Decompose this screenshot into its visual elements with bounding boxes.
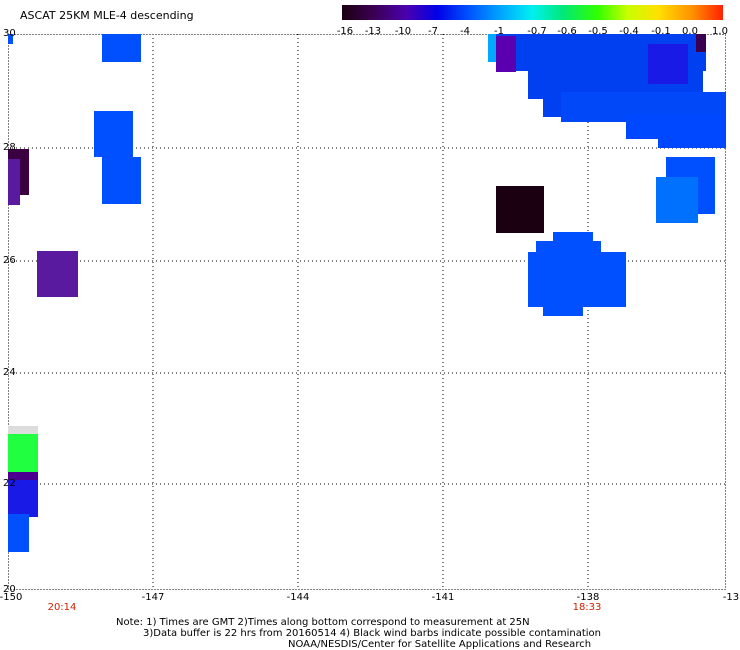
lon-label: -13 xyxy=(722,592,740,603)
cb-label: -0.5 xyxy=(588,26,608,37)
lat-label: 26 xyxy=(3,255,16,266)
cb-label: -13 xyxy=(364,26,382,37)
note-line-2: 3)Data buffer is 22 hrs from 20160514 4)… xyxy=(143,628,601,639)
cb-label: 1.0 xyxy=(712,26,728,37)
cb-label: -7 xyxy=(428,26,438,37)
lon-gridlines xyxy=(152,34,589,590)
map-plot-area xyxy=(8,34,726,590)
note-line-3: NOAA/NESDIS/Center for Satellite Applica… xyxy=(288,639,592,650)
lat-label: 30 xyxy=(3,28,16,39)
data-cells-upper-right xyxy=(488,34,726,148)
data-cells-147 xyxy=(94,34,141,204)
data-cells-left-edge xyxy=(8,34,78,552)
lon-label: -147 xyxy=(141,592,165,603)
cb-label: -0.6 xyxy=(557,26,577,37)
data-cell-dark-block xyxy=(496,186,544,233)
data-cells-right-mid xyxy=(656,157,715,223)
note-line-1: Note: 1) Times are GMT 2)Times along bot… xyxy=(116,617,530,628)
lat-label: 22 xyxy=(3,478,16,489)
map-title: ASCAT 25KM MLE-4 descending xyxy=(20,9,194,22)
cb-label: -4 xyxy=(460,26,470,37)
color-scale-bar xyxy=(342,5,723,20)
cb-label: -0.7 xyxy=(527,26,547,37)
lat-label: 28 xyxy=(3,142,16,153)
lat-label: 24 xyxy=(3,367,16,378)
cb-label: -10 xyxy=(394,26,412,37)
time-label: 20:14 xyxy=(47,602,77,613)
lon-label: -141 xyxy=(431,592,455,603)
cb-label: -0.4 xyxy=(619,26,639,37)
lon-label: -138 xyxy=(576,592,600,603)
cb-label: -1 xyxy=(494,26,504,37)
cb-label: 0.0 xyxy=(682,26,698,37)
time-label: 18:33 xyxy=(572,602,602,613)
cb-label: -16 xyxy=(336,26,354,37)
cb-label: -0.1 xyxy=(651,26,671,37)
data-cells-center-right xyxy=(528,232,626,316)
lon-label: -150 xyxy=(0,592,23,603)
lon-label: -144 xyxy=(286,592,310,603)
lat-label: 20 xyxy=(3,584,16,595)
